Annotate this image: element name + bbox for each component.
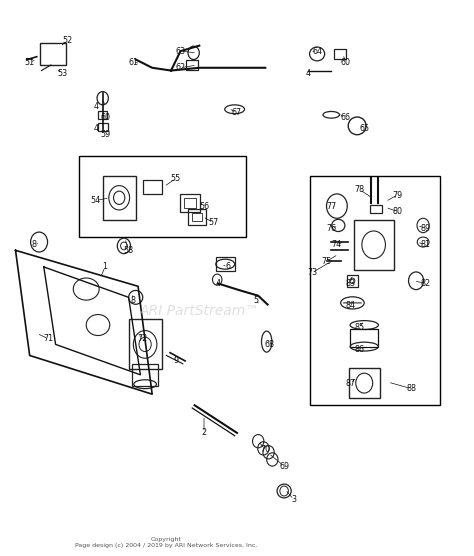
Text: 62: 62 bbox=[175, 63, 185, 72]
Bar bbox=[79, 156, 246, 236]
Bar bbox=[188, 210, 206, 225]
Bar bbox=[334, 49, 346, 59]
Text: 55: 55 bbox=[171, 174, 181, 183]
Text: 79: 79 bbox=[392, 191, 402, 200]
Text: 58: 58 bbox=[124, 246, 134, 255]
Text: 73: 73 bbox=[307, 268, 318, 277]
Text: 76: 76 bbox=[326, 224, 337, 233]
Text: 2: 2 bbox=[201, 429, 207, 438]
Bar bbox=[347, 275, 357, 287]
Text: 59: 59 bbox=[100, 130, 110, 138]
Bar bbox=[180, 195, 200, 212]
Text: 68: 68 bbox=[265, 340, 275, 349]
Text: 63: 63 bbox=[175, 47, 185, 56]
Text: 1: 1 bbox=[102, 262, 108, 271]
Text: 4: 4 bbox=[305, 69, 310, 78]
Text: 65: 65 bbox=[359, 124, 369, 133]
Text: 5: 5 bbox=[253, 296, 258, 305]
Text: 85: 85 bbox=[355, 323, 365, 332]
Bar bbox=[370, 205, 382, 213]
Text: 60: 60 bbox=[340, 58, 350, 67]
Bar bbox=[98, 123, 108, 131]
Text: 56: 56 bbox=[199, 202, 209, 211]
Text: 81: 81 bbox=[420, 240, 430, 249]
Bar bbox=[349, 368, 380, 398]
Text: 8: 8 bbox=[32, 240, 37, 249]
Text: 4: 4 bbox=[93, 124, 98, 133]
Text: 86: 86 bbox=[355, 345, 365, 354]
Bar bbox=[192, 213, 202, 221]
Bar bbox=[184, 198, 196, 208]
Bar bbox=[103, 176, 136, 220]
Text: 57: 57 bbox=[208, 218, 219, 227]
Text: 67: 67 bbox=[232, 107, 242, 117]
Bar bbox=[354, 220, 394, 270]
Text: 4: 4 bbox=[216, 279, 221, 288]
Text: 70: 70 bbox=[260, 445, 270, 454]
Text: 72: 72 bbox=[137, 334, 148, 344]
Bar bbox=[128, 320, 162, 369]
Text: 83: 83 bbox=[345, 279, 355, 288]
Text: 8: 8 bbox=[131, 296, 136, 305]
Bar bbox=[186, 60, 198, 70]
Bar bbox=[216, 257, 235, 271]
Text: 51: 51 bbox=[25, 58, 35, 67]
Text: ARI PartStream™: ARI PartStream™ bbox=[139, 304, 259, 318]
Text: 87: 87 bbox=[345, 379, 355, 388]
Text: 4: 4 bbox=[93, 102, 98, 111]
Bar bbox=[310, 176, 439, 405]
Text: Copyright
Page design (c) 2004 / 2019 by ARI Network Services, Inc.: Copyright Page design (c) 2004 / 2019 by… bbox=[75, 537, 257, 548]
Text: 3: 3 bbox=[291, 495, 296, 504]
Text: 52: 52 bbox=[62, 36, 73, 44]
Text: 88: 88 bbox=[406, 384, 416, 393]
Text: 9: 9 bbox=[173, 356, 178, 365]
Text: 75: 75 bbox=[321, 257, 332, 266]
Text: 64: 64 bbox=[312, 47, 322, 56]
Text: 80: 80 bbox=[392, 207, 402, 216]
Text: 82: 82 bbox=[420, 279, 430, 288]
Text: 74: 74 bbox=[331, 240, 341, 249]
Text: 77: 77 bbox=[326, 202, 337, 211]
Bar bbox=[40, 43, 66, 65]
Text: 78: 78 bbox=[355, 185, 365, 194]
Bar bbox=[143, 180, 162, 193]
Bar bbox=[350, 330, 378, 347]
Text: 6: 6 bbox=[225, 262, 230, 271]
Text: 60: 60 bbox=[100, 113, 110, 122]
Text: 61: 61 bbox=[128, 58, 138, 67]
Text: 89: 89 bbox=[420, 224, 430, 233]
Text: 69: 69 bbox=[279, 461, 289, 470]
Text: 53: 53 bbox=[57, 69, 68, 78]
Text: 66: 66 bbox=[340, 113, 350, 122]
Text: 84: 84 bbox=[345, 301, 355, 310]
Text: 71: 71 bbox=[44, 334, 54, 344]
Bar bbox=[99, 111, 107, 119]
Text: 54: 54 bbox=[91, 196, 100, 205]
Bar bbox=[132, 364, 158, 386]
